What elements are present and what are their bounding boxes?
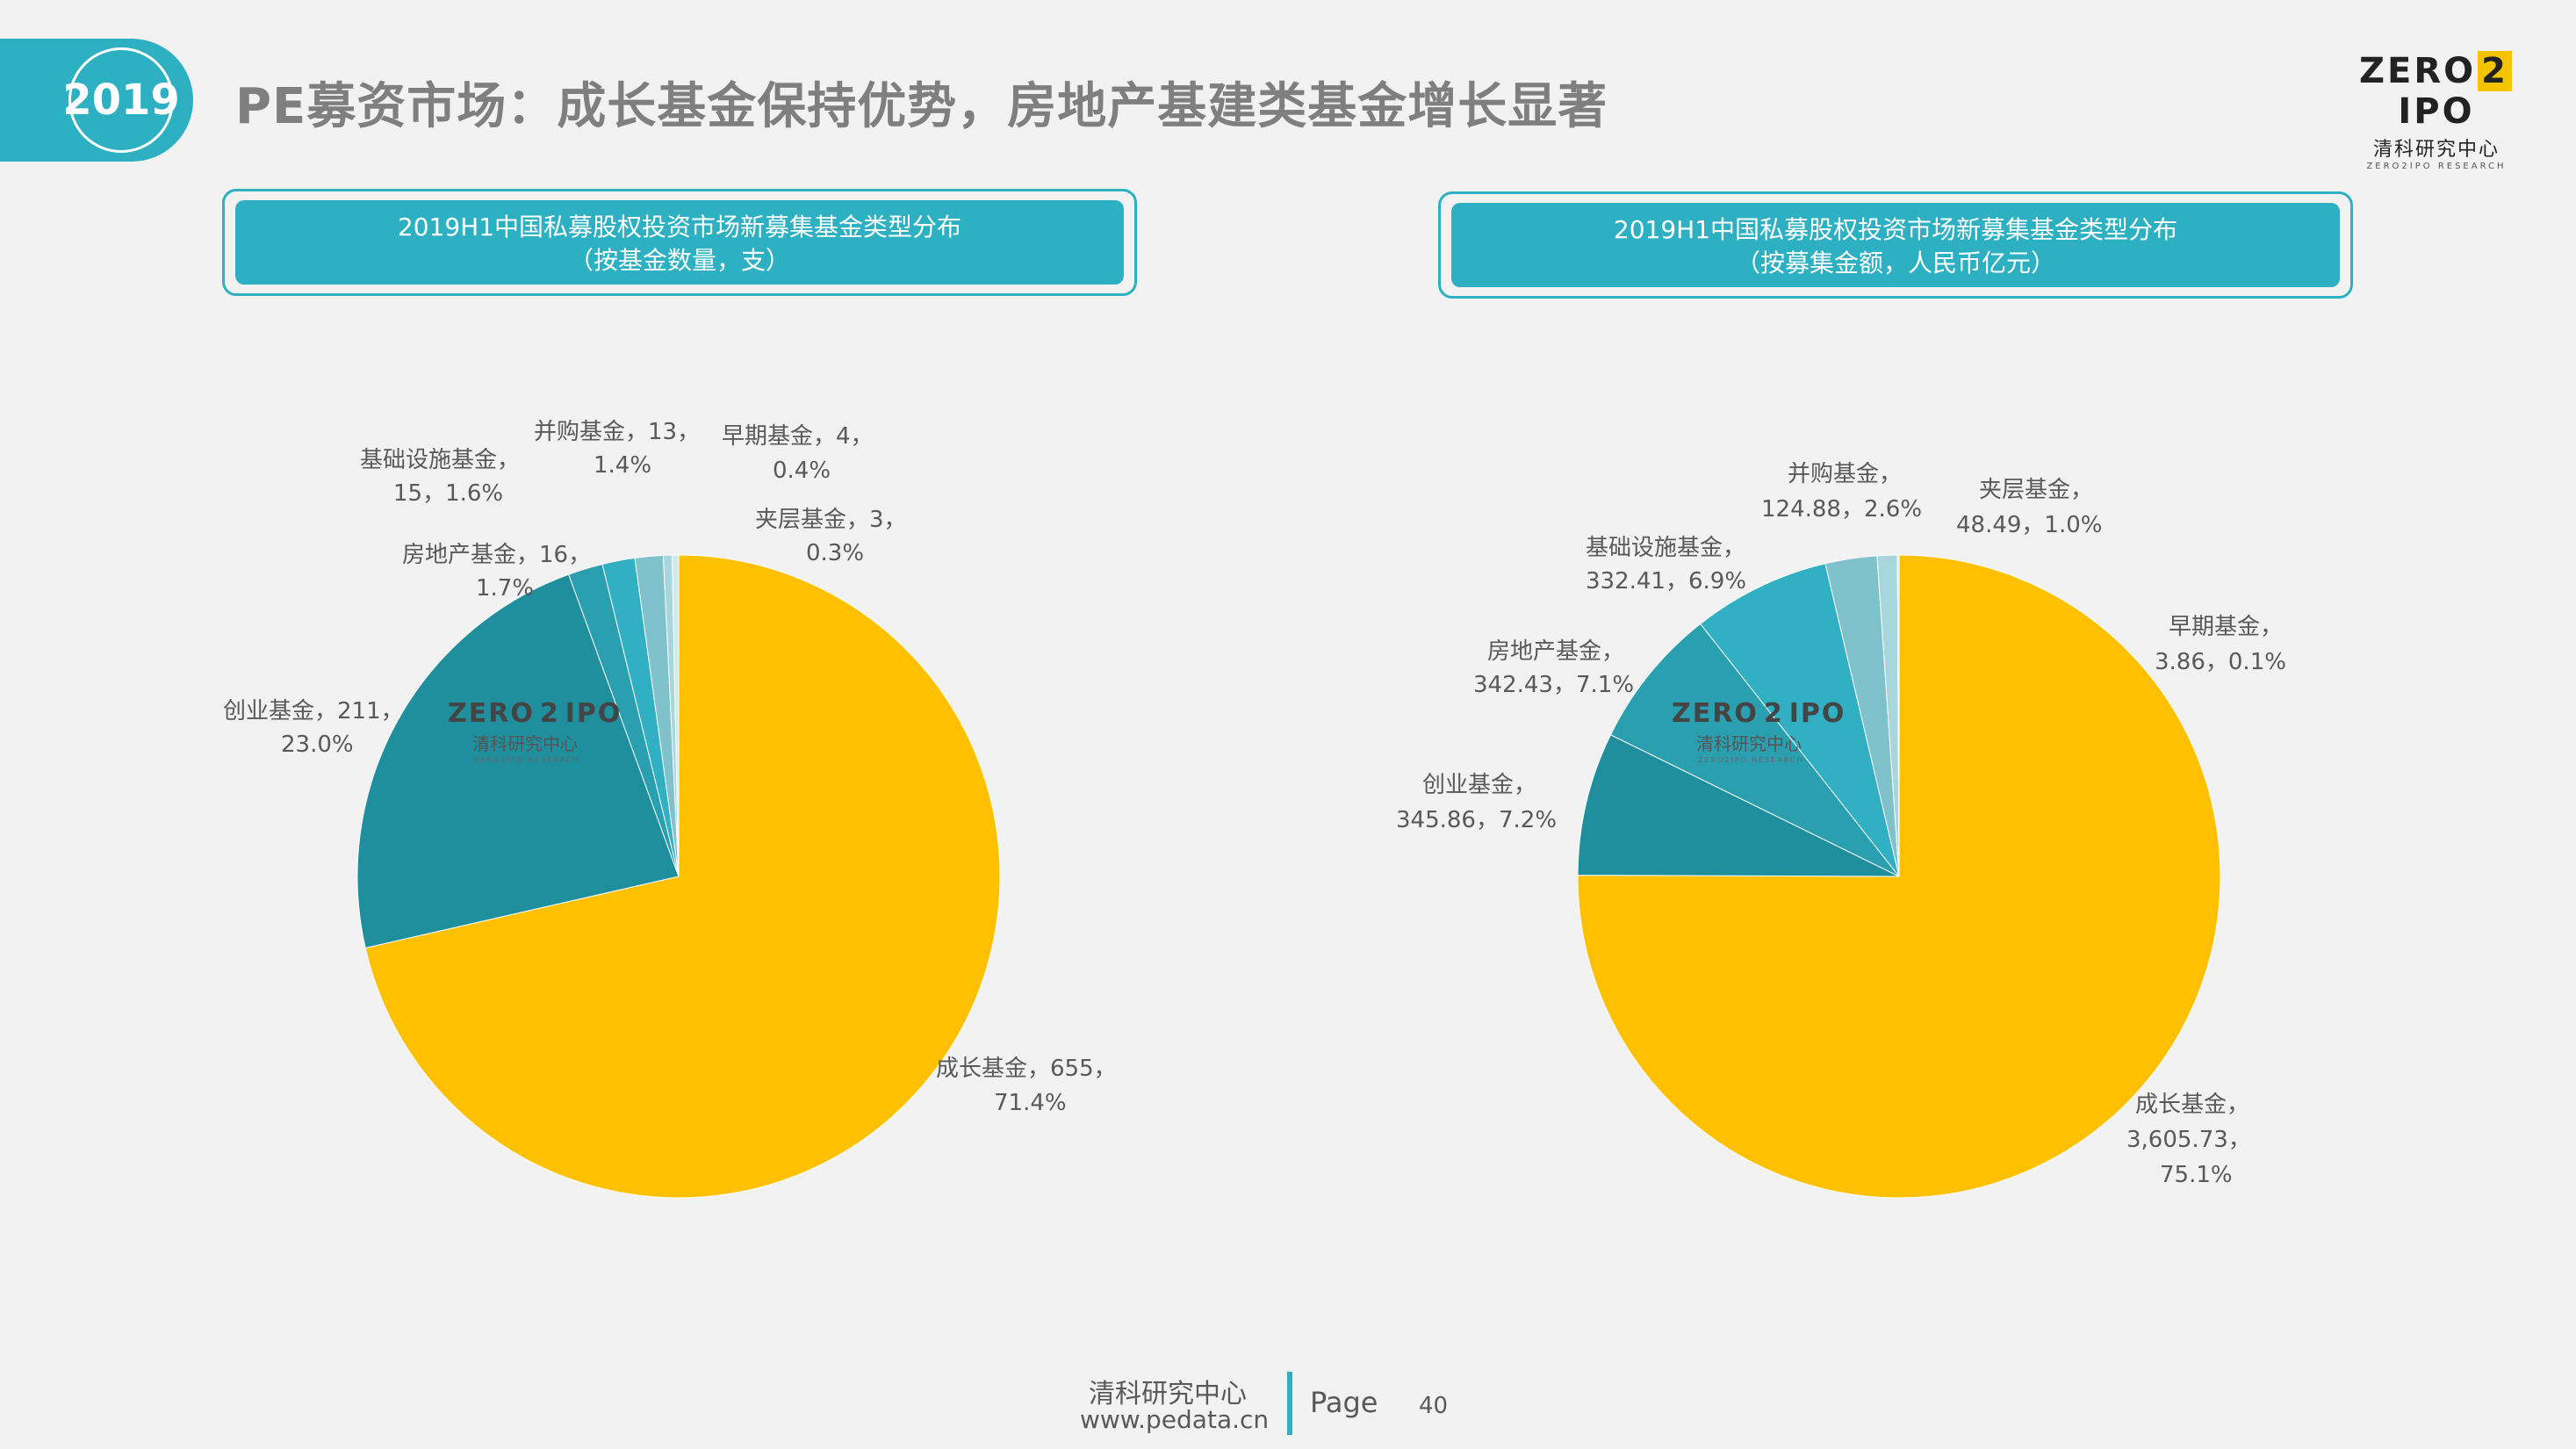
label-r-buyout-1: 并购基金， [1788, 461, 1902, 487]
year-text: 2019 [62, 76, 180, 125]
left-chart-header: 2019H1中国私募股权投资市场新募集基金类型分布 （按基金数量，支） [222, 189, 1137, 296]
pie-slice-1-0 [1577, 554, 2221, 1199]
watermark-left: ZERO 2 IPO 清科研究中心 ZERO2IPO RESEARCH [448, 698, 622, 764]
label-mezz-2: 0.3% [806, 540, 864, 566]
pie-labels-left: 成长基金，655， 71.4% 创业基金，211， 23.0% 房地产基金，16… [223, 419, 1117, 1116]
label-infra-1: 基础设施基金， [360, 447, 520, 473]
label-realestate-2: 1.7% [476, 575, 534, 602]
label-r-venture-2: 345.86，7.2% [1396, 807, 1557, 833]
watermark-left-wordmark: ZERO 2 IPO [448, 698, 622, 729]
label-early-1: 早期基金，4， [722, 423, 874, 450]
watermark-right-en: ZERO2IPO RESEARCH [1698, 756, 1803, 764]
logo-wordmark: ZERO 2IPO [2335, 51, 2537, 132]
pie-slice-1-2 [1609, 623, 1900, 877]
logo-zero: ZERO [2359, 51, 2477, 91]
label-buyout-1: 并购基金，13， [534, 419, 700, 445]
label-r-realestate-1: 房地产基金， [1487, 638, 1624, 665]
label-mezz-1: 夹层基金，3， [755, 507, 907, 533]
label-r-growth-2: 3,605.73， [2126, 1127, 2251, 1153]
label-r-early-1: 早期基金， [2169, 614, 2283, 640]
footer-divider [1287, 1372, 1292, 1435]
watermark-right-cn: 清科研究中心 [1696, 733, 1802, 754]
label-growth-2: 71.4% [994, 1090, 1067, 1116]
footer-org: 清科研究中心 [1089, 1379, 1247, 1409]
pie-labels-right: 成长基金， 3,605.73， 75.1% 创业基金， 345.86，7.2% … [1396, 461, 2286, 1188]
pie-slice-1-3 [1699, 563, 1900, 877]
watermark-right: ZERO 2 IPO 清科研究中心 ZERO2IPO RESEARCH [1672, 698, 1846, 764]
zero2ipo-logo: ZERO 2IPO 清科研究中心 ZERO2IPO RESEARCH [2335, 51, 2537, 171]
label-early-2: 0.4% [773, 458, 831, 484]
right-chart-title-line1: 2019H1中国私募股权投资市场新募集基金类型分布 [1613, 215, 2178, 244]
left-chart-title-line1: 2019H1中国私募股权投资市场新募集基金类型分布 [397, 213, 962, 242]
label-r-venture-1: 创业基金， [1422, 772, 1536, 798]
label-infra-2: 15，1.6% [393, 480, 503, 507]
right-chart-title-line2: （按募集金额，人民币亿元） [1735, 249, 2055, 278]
pie-slice-0-6 [671, 554, 680, 877]
label-r-buyout-2: 124.88，2.6% [1761, 496, 1922, 523]
label-venture-1: 创业基金，211， [223, 698, 404, 724]
logo-ipo: IPO [2398, 91, 2475, 132]
label-buyout-2: 1.4% [594, 452, 651, 479]
pie-slice-0-0 [364, 554, 1001, 1199]
label-r-growth-3: 75.1% [2160, 1162, 2233, 1188]
label-r-infra-1: 基础设施基金， [1586, 535, 1745, 561]
label-venture-2: 23.0% [281, 732, 354, 758]
label-r-mezz-1: 夹层基金， [1979, 477, 2093, 503]
footer-url: www.pedata.cn [1080, 1405, 1270, 1434]
label-r-infra-2: 332.41，6.9% [1586, 568, 1746, 595]
year-circle: 2019 [62, 47, 180, 153]
pie-slice-1-6 [1896, 554, 1900, 877]
left-chart-title: 2019H1中国私募股权投资市场新募集基金类型分布 （按基金数量，支） [235, 200, 1124, 285]
watermark-right-wordmark: ZERO 2 IPO [1672, 698, 1846, 729]
logo-en: ZERO2IPO RESEARCH [2366, 162, 2507, 171]
watermark-left-cn: 清科研究中心 [472, 733, 578, 754]
label-r-realestate-2: 342.43，7.1% [1473, 672, 1634, 698]
label-r-mezz-2: 48.49，1.0% [1956, 512, 2103, 538]
label-growth-1: 成长基金，655， [936, 1056, 1117, 1082]
page-title: PE募资市场：成长基金保持优势，房地产基建类基金增长显著 [235, 78, 1608, 135]
watermark-left-en: ZERO2IPO RESEARCH [474, 756, 579, 764]
pie-chart-left [356, 554, 1001, 1199]
right-chart-header: 2019H1中国私募股权投资市场新募集基金类型分布 （按募集金额，人民币亿元） [1438, 191, 2353, 299]
label-r-early-2: 3.86，0.1% [2155, 649, 2286, 675]
left-chart-title-line2: （按基金数量，支） [568, 246, 790, 275]
pie-slice-0-1 [356, 573, 680, 949]
footer-page-number: 40 [1419, 1393, 1449, 1419]
logo-cn: 清科研究中心 [2372, 139, 2500, 161]
footer-page-label: Page [1310, 1386, 1378, 1419]
label-r-growth-1: 成长基金， [2135, 1092, 2249, 1118]
pie-slice-1-1 [1577, 734, 1900, 877]
logo-two: 2 [2478, 51, 2512, 91]
label-realestate-1: 房地产基金，16， [402, 542, 591, 568]
right-chart-title: 2019H1中国私募股权投资市场新募集基金类型分布 （按募集金额，人民币亿元） [1451, 203, 2340, 287]
pie-chart-right [1577, 554, 2221, 1199]
